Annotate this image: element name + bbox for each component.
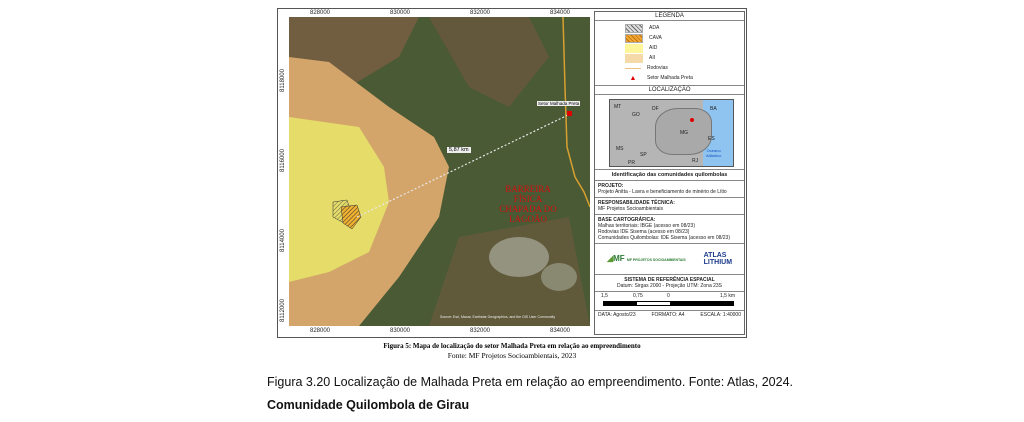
distance-line xyxy=(356,113,571,218)
legend-item-ada: ADA xyxy=(595,23,744,33)
y-tick: 8118000 xyxy=(280,69,286,92)
section-heading: Comunidade Quilombola de Girau xyxy=(267,398,470,412)
x-tick: 832000 xyxy=(470,10,491,16)
setor-malhada-preta-marker xyxy=(567,111,572,116)
legend-item-aid: AID xyxy=(595,43,744,53)
y-tick: 8116000 xyxy=(280,149,286,172)
logos: ◢MF MF PROJETOS SOCIOAMBIENTAIS ATLAS LIT… xyxy=(595,244,744,275)
aid-area xyxy=(289,117,389,282)
cava-area xyxy=(340,204,362,230)
x-tick: 832000 xyxy=(470,328,491,334)
x-tick: 828000 xyxy=(310,328,331,334)
x-tick: 830000 xyxy=(390,328,411,334)
location-dot xyxy=(690,118,694,122)
map-attribution: Source: Esri, Maxar, Earthstar Geographi… xyxy=(440,315,556,319)
location-inset-map: MT GO DF BA MG ES MS SP RJ PR Oceano Atlâ… xyxy=(595,95,744,170)
scale-bar: 1,5 0,75 0 1,5 km xyxy=(595,292,744,311)
mf-logo: ◢MF MF PROJETOS SOCIOAMBIENTAIS xyxy=(606,253,686,263)
point-label: Setor Malhada Preta xyxy=(537,101,581,106)
x-tick: 830000 xyxy=(390,10,411,16)
atlas-lithium-logo: ATLAS LITHIUM xyxy=(703,252,733,266)
map-title: Identificação das comunidades quilombola… xyxy=(595,170,744,181)
legend-panel: LEGENDA ADA CAVA AID AII Rodovias ▲ Setor… xyxy=(594,11,745,335)
satellite-map xyxy=(289,17,590,326)
figure-source: Fonte: MF Projetos Socioambientais, 2023 xyxy=(447,351,577,360)
x-tick: 828000 xyxy=(310,10,331,16)
legend-item-setor: ▲ Setor Malhada Preta xyxy=(595,73,744,83)
legend-item-aii: AII xyxy=(595,53,744,63)
barrier-label: BARREIRA FÍSICA CHAPADA DO LAGOÃO xyxy=(499,184,557,224)
x-tick: 834000 xyxy=(550,328,571,334)
legend-title: LEGENDA xyxy=(595,12,744,21)
legend-item-rodovias: Rodovias xyxy=(595,63,744,73)
y-tick: 8114000 xyxy=(280,229,286,252)
location-title: LOCALIZAÇÃO xyxy=(595,86,744,95)
legend-item-cava: CAVA xyxy=(595,33,744,43)
figure-caption: Figura 5: Mapa de localização do setor M… xyxy=(383,342,641,350)
x-tick: 834000 xyxy=(550,10,571,16)
road-line xyxy=(562,17,590,208)
y-tick: 8112000 xyxy=(280,299,286,322)
triangle-icon: ▲ xyxy=(629,74,637,82)
document-figure-caption: Figura 3.20 Localização de Malhada Preta… xyxy=(267,375,794,389)
distance-label: 5,87 km xyxy=(447,147,471,153)
